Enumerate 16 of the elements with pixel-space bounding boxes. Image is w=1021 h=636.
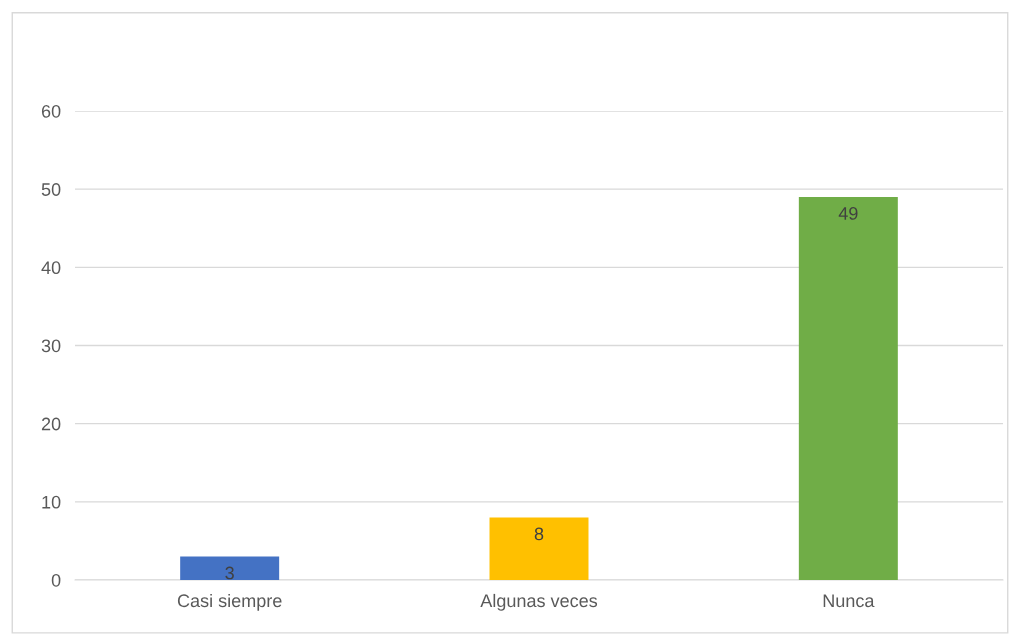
y-tick-label: 60: [41, 104, 61, 118]
y-tick-label: 20: [41, 417, 61, 431]
y-tick-label: 50: [41, 183, 61, 196]
y-tick-label: 40: [41, 261, 61, 275]
bar: [798, 196, 898, 580]
data-label: 8: [534, 527, 544, 541]
x-tick-label: Casi siempre: [177, 593, 282, 611]
y-tick-label: 10: [42, 495, 61, 509]
bar: [489, 517, 589, 580]
bar: [180, 556, 280, 580]
data-label: 3: [225, 566, 234, 580]
y-tick-label: 0: [51, 573, 61, 587]
data-label: 49: [838, 207, 858, 220]
x-tick-label: Nunca: [823, 594, 875, 608]
y-tick-label: 30: [41, 339, 61, 353]
x-tick-label: Algunas veces: [480, 593, 598, 611]
